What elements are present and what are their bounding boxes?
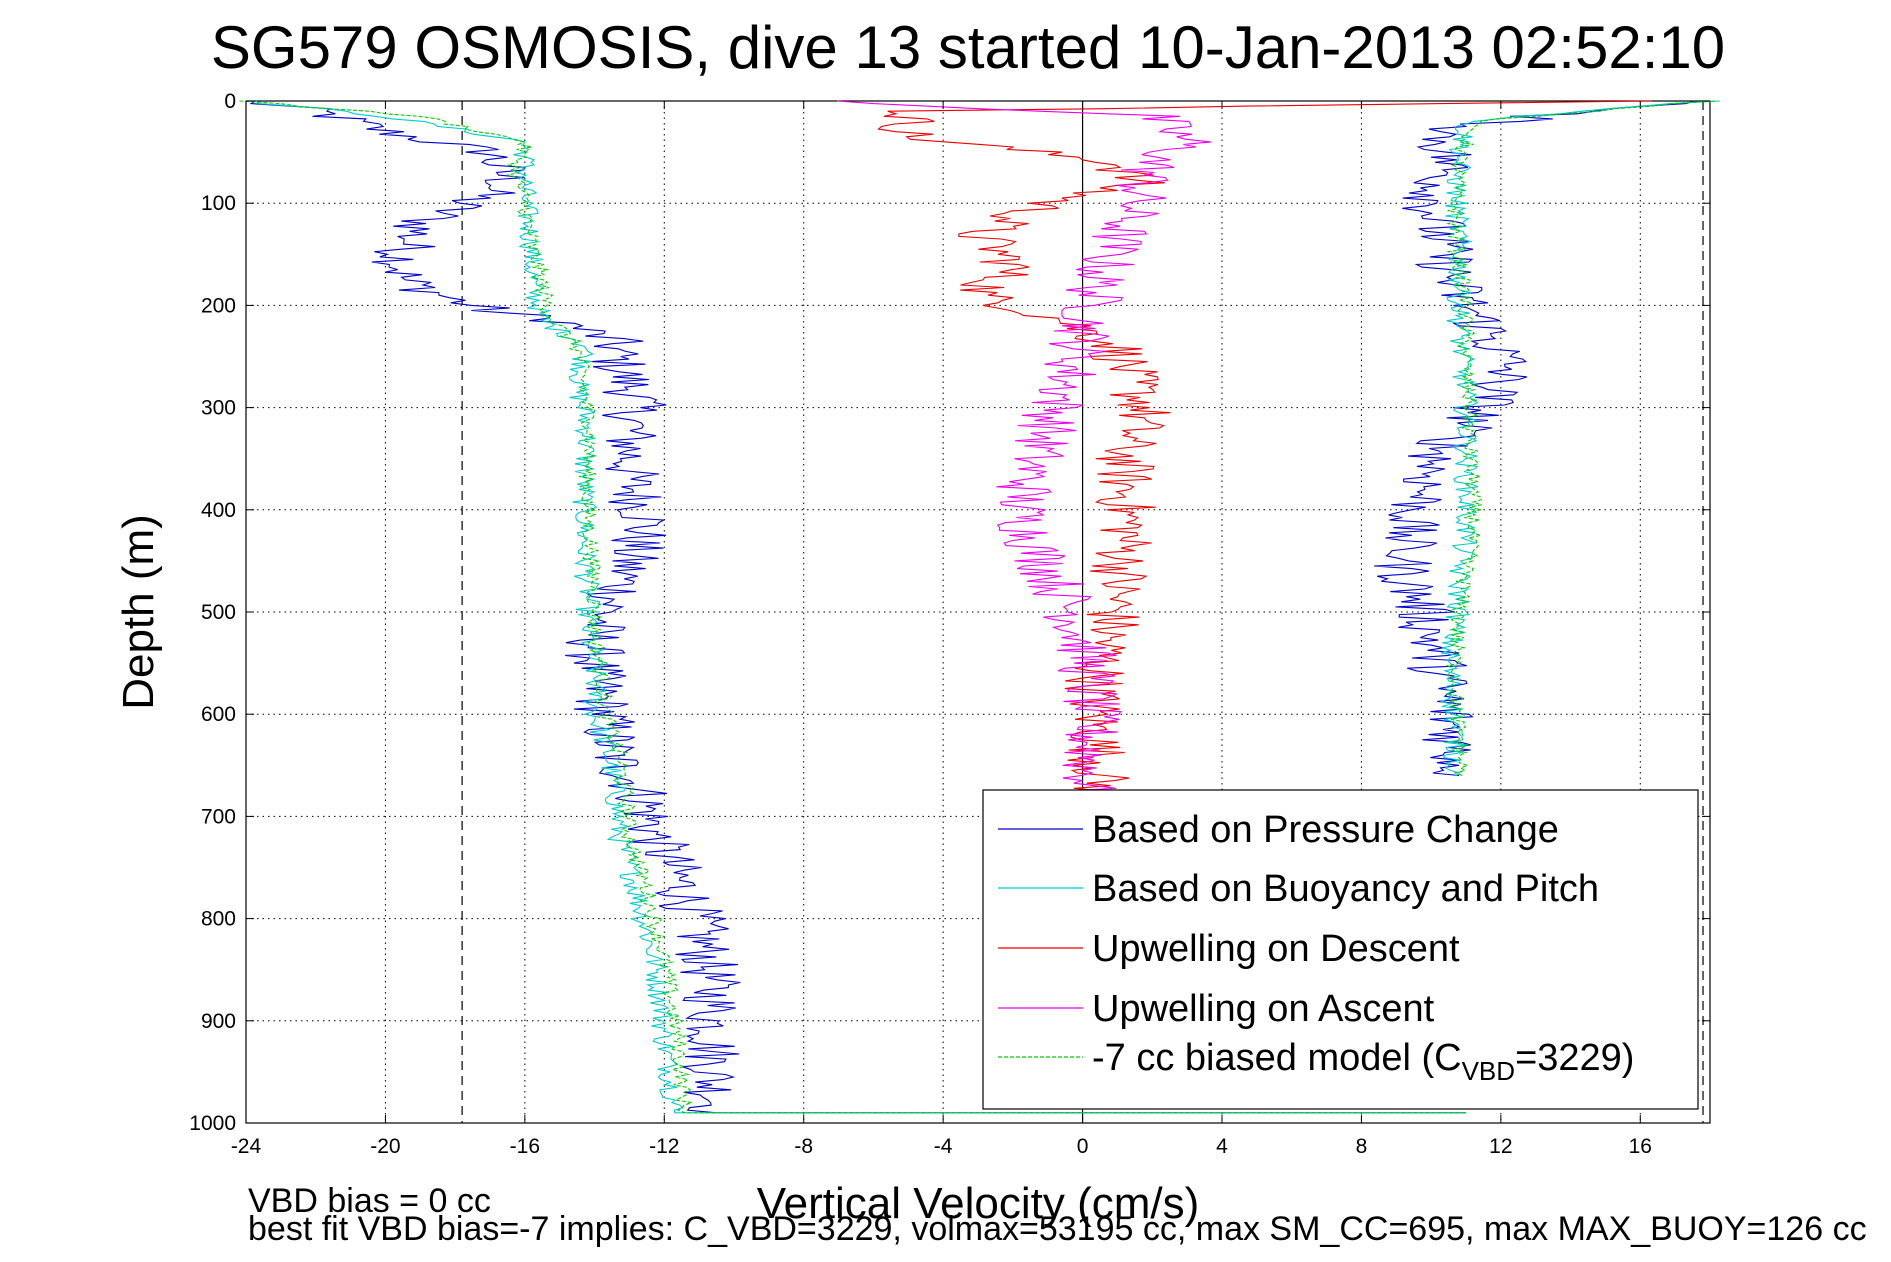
axis-ticks: -24 -20 -16 -12 -8 -4 0 4 8 12 16 0 100 200 300 400 500 6… (189, 90, 1710, 1158)
x-tick-label: -12 (649, 1135, 679, 1158)
series-line (836, 100, 1211, 807)
x-tick-label: -8 (794, 1135, 813, 1158)
series-line (877, 100, 1652, 807)
y-tick-label: 100 (201, 192, 236, 215)
y-axis-label: Depth (m) (114, 514, 163, 710)
y-tick-label: 200 (201, 294, 236, 317)
y-tick-label: 400 (201, 499, 236, 522)
footer-fit-text: best fit VBD bias=-7 implies: C_VBD=3229… (248, 1210, 1867, 1248)
series-line (239, 100, 1466, 1114)
legend-label: Upwelling on Descent (1092, 928, 1460, 970)
legend-label: Based on Pressure Change (1092, 809, 1559, 851)
series-lines (239, 100, 1720, 1114)
grid (246, 101, 1710, 1123)
y-tick-label: 1000 (189, 1112, 236, 1135)
legend: Based on Pressure Change Based on Buoyanc… (982, 789, 1699, 1110)
x-tick-label: -20 (370, 1135, 400, 1158)
series-line (1446, 100, 1715, 777)
series-line (249, 100, 1466, 1114)
legend-label: Based on Buoyancy and Pitch (1092, 868, 1599, 910)
y-tick-label: 900 (201, 1010, 236, 1033)
legend-box (982, 789, 1699, 1110)
legend-label: Upwelling on Ascent (1092, 988, 1435, 1030)
chart-title: SG579 OSMOSIS, dive 13 started 10-Jan-20… (211, 14, 1725, 81)
footer-bias-text: VBD bias = 0 cc (248, 1182, 491, 1220)
x-tick-label: -16 (510, 1135, 540, 1158)
x-tick-label: 16 (1629, 1135, 1652, 1158)
x-axis-label: Vertical Velocity (cm/s) (757, 1179, 1200, 1228)
x-tick-label: 12 (1489, 1135, 1512, 1158)
x-tick-label: -4 (934, 1135, 953, 1158)
x-tick-label: 4 (1216, 1135, 1228, 1158)
y-tick-label: 600 (201, 703, 236, 726)
y-tick-label: 700 (201, 805, 236, 828)
series-line (255, 100, 1466, 1114)
y-tick-label: 500 (201, 601, 236, 624)
y-tick-label: 300 (201, 397, 236, 420)
x-tick-label: -24 (231, 1135, 262, 1158)
series-line (1373, 100, 1695, 777)
y-tick-label: 0 (224, 90, 236, 113)
x-tick-label: 8 (1356, 1135, 1368, 1158)
y-tick-label: 800 (201, 908, 236, 931)
x-tick-label: 0 (1077, 1135, 1089, 1158)
legend-label: -7 cc biased model (CVBD=3229) (1092, 1037, 1634, 1086)
